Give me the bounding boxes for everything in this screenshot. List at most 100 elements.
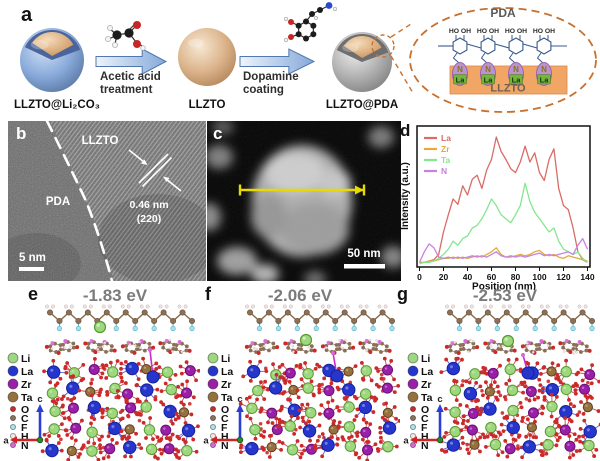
svg-text:80: 80: [511, 272, 521, 282]
arrowhead: [163, 176, 170, 182]
svg-text:H: H: [421, 431, 429, 443]
adsorbed-li-atom: [93, 320, 107, 334]
legend-swatch-La: [407, 365, 419, 377]
crystal-axes: ca: [203, 394, 244, 447]
llzto-slab: [238, 356, 400, 461]
svg-text:N: N: [457, 65, 463, 74]
scale-bar-b-label: 5 nm: [19, 252, 46, 264]
d-spacing-label: 0.46 nm: [129, 199, 168, 211]
svg-text:C: C: [21, 413, 29, 425]
svg-text:HO: HO: [477, 28, 487, 35]
svg-text:Zr: Zr: [441, 144, 450, 154]
svg-text:0: 0: [417, 272, 422, 282]
svg-text:Li: Li: [221, 353, 230, 365]
series-Zr: [419, 247, 588, 264]
legend-swatch-C: [9, 414, 16, 421]
panel-b-hrtem-image: LLZTO PDA 0.46 nm (220) 5 nm: [8, 121, 206, 281]
scale-bar-b: [19, 267, 44, 271]
svg-text:O: O: [221, 404, 229, 416]
svg-text:Li: Li: [21, 353, 30, 365]
svg-text:HO: HO: [533, 28, 543, 35]
legend-swatch-N: [409, 441, 416, 448]
legend-swatch-N: [209, 441, 216, 448]
arrowhead: [141, 159, 148, 165]
svg-text:Ta: Ta: [21, 392, 33, 404]
svg-text:Intensity (a.u.): Intensity (a.u.): [400, 162, 411, 230]
svg-text:N: N: [441, 166, 447, 176]
adsorption-energy-f: -2.06 eV: [267, 286, 333, 305]
adsorption-energy-e: -1.83 eV: [82, 286, 148, 305]
legend-swatch-F: [209, 423, 216, 430]
svg-text:Li: Li: [421, 353, 430, 365]
svg-text:100: 100: [532, 272, 546, 282]
svg-text:Ta: Ta: [421, 392, 433, 404]
lattice-plane-label: (220): [137, 213, 162, 225]
svg-text:La: La: [456, 76, 466, 85]
shading: [98, 194, 206, 281]
svg-text:O: O: [421, 404, 429, 416]
llzto-slab: [40, 356, 200, 461]
svg-text:F: F: [21, 422, 28, 434]
legend-swatch-Ta: [7, 391, 19, 403]
svg-text:c: c: [437, 394, 442, 405]
legend-swatch-La: [7, 365, 19, 377]
svg-text:Ta: Ta: [221, 392, 233, 404]
pda-molecule: [558, 338, 592, 355]
svg-text:N: N: [221, 440, 229, 452]
arrow1-text-line1: Acetic acid: [100, 71, 161, 83]
series-La: [419, 136, 588, 264]
svg-text:HO: HO: [505, 28, 515, 35]
svg-text:a: a: [3, 436, 9, 447]
pda-molecule: [244, 339, 280, 355]
panel-a-label: a: [21, 4, 33, 26]
svg-text:HO: HO: [449, 28, 459, 35]
adsorbed-li-atom: [501, 334, 515, 348]
svg-text:20: 20: [439, 272, 449, 282]
dft-structure: [238, 304, 400, 461]
svg-text:O: O: [21, 404, 29, 416]
svg-text:Position (nm): Position (nm): [472, 282, 536, 291]
svg-text:F: F: [421, 422, 428, 434]
svg-text:a: a: [203, 436, 209, 447]
svg-text:40: 40: [463, 272, 473, 282]
svg-text:N: N: [541, 65, 547, 74]
svg-text:F: F: [221, 422, 228, 434]
svg-text:120: 120: [556, 272, 570, 282]
legend-swatch-F: [409, 423, 416, 430]
panel-f-label: f: [205, 284, 211, 304]
adsorbed-li-atom: [299, 333, 313, 347]
series-N: [418, 237, 589, 263]
pvdf-chain: [49, 311, 193, 322]
svg-text:N: N: [513, 65, 519, 74]
panel-b-label: b: [16, 124, 27, 143]
pda-molecule: [444, 338, 480, 355]
svg-text:La: La: [441, 133, 451, 143]
stem-noise: [207, 121, 401, 281]
arrowhead: [355, 185, 364, 195]
legend-swatch-Zr: [407, 378, 419, 390]
legend-swatch-Zr: [7, 378, 19, 390]
svg-text:La: La: [21, 366, 33, 378]
inset-outline: [409, 7, 597, 113]
svg-text:PDA: PDA: [490, 6, 516, 20]
svg-text:OH: OH: [545, 28, 555, 35]
svg-text:La: La: [221, 366, 233, 378]
crystal-axes: ca: [3, 394, 44, 447]
llzto-phase-label: LLZTO: [82, 135, 119, 147]
pda-molecule: [120, 339, 156, 355]
series-Ta: [419, 182, 588, 265]
svg-text:La: La: [540, 76, 550, 85]
legend-swatch-Li: [7, 352, 19, 364]
scale-bar-c-label: 50 nm: [347, 248, 380, 260]
pda-molecule: [358, 338, 392, 354]
legend-swatch-N: [9, 441, 16, 448]
legend-swatch-O: [409, 406, 416, 413]
